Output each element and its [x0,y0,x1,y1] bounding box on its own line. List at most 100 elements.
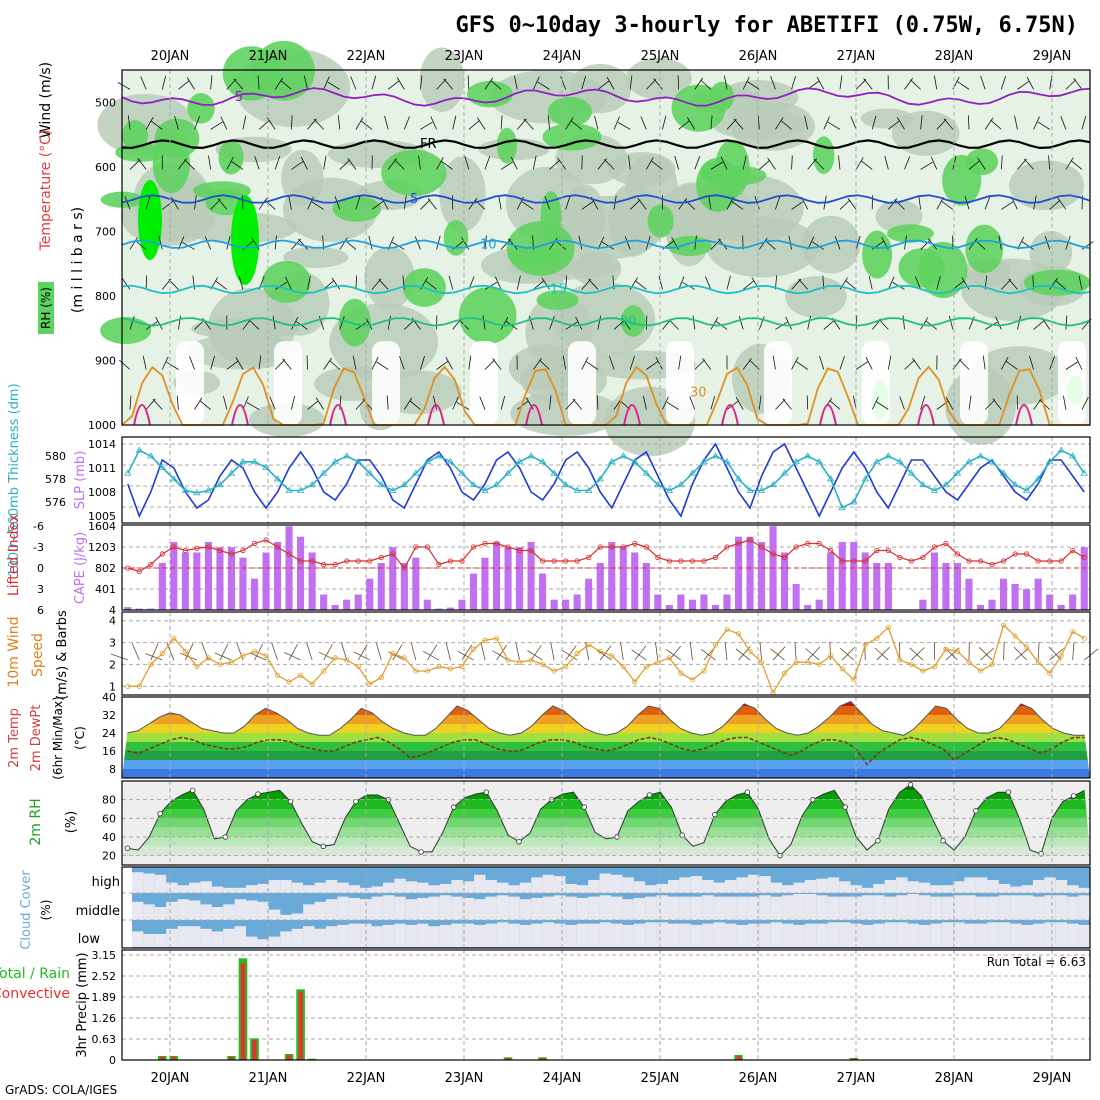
wind10m-marker [1024,644,1030,650]
wind10m-barb [631,649,647,661]
wind10m-marker [597,648,603,654]
wind10m-barb [700,648,716,661]
cape-bar [320,594,328,610]
wind10m-barb [492,650,509,661]
wind-barb [943,118,954,130]
wind-barb [1065,315,1068,330]
wind10m-marker [1012,633,1018,639]
cloud-clear-high [189,882,201,893]
wind-barb [303,75,308,90]
wind-barb [823,319,835,330]
cape-bar [343,599,351,610]
rh-blob-green [496,127,517,164]
wind10m-marker [758,659,765,665]
wind-barb [628,155,631,170]
thickness-marker [654,480,662,488]
cape-bar [988,599,996,610]
wind-barb [651,160,663,170]
wind-barb [1017,81,1030,90]
rh-line [127,784,1085,857]
wind-barb [339,159,351,170]
cloud-clear-low [371,926,383,947]
cloud-clear-low [439,924,452,947]
wind-barb [274,359,286,370]
wind-barb [581,201,594,210]
cloud-clear-middle [1010,895,1022,920]
cloud-clear-low [725,923,737,947]
wind-barb [804,115,809,130]
wind10m-barb [724,642,728,661]
x-tick-label-bottom: 26JAN [739,1071,778,1086]
precip-tick-label: 1.89 [92,991,117,1004]
thickness-marker [723,457,731,465]
wind10m-axis-label-1: 10m Wind [6,616,22,687]
wind-barb [742,280,755,290]
wind-barb [918,195,922,210]
rh-blob-green [154,118,200,159]
li-marker [1047,558,1053,564]
precip-tick-label: 0.63 [92,1033,117,1046]
li-marker [655,554,661,561]
cloud-clear-high [177,885,189,893]
cape-bar [262,552,270,610]
wind10m-barb [550,642,555,661]
cape-bar [758,542,766,610]
wind10m-marker [908,661,914,668]
thickness-marker [469,480,478,488]
cloud-clear-low [1044,922,1056,947]
x-tick-label-bottom: 27JAN [837,1071,876,1086]
wind10m-barb [841,646,855,661]
wind10m-marker [470,646,477,652]
cloud-clear-high [348,885,361,893]
cape-bar [608,542,616,610]
wind10m-barb [655,642,659,661]
wind-barb [767,157,776,170]
wind10m-barb [271,642,278,661]
panel-frame [121,436,1091,524]
cloud-clear-high [827,877,840,893]
thickness-tick-label: 580 [45,450,66,463]
cloud-clear-high [132,872,144,893]
cloud-clear-high [679,877,691,893]
rh-dry-column [960,341,988,425]
li-tick-label: -3 [33,541,44,554]
wind-barb [403,397,413,410]
wind-barb [684,199,696,210]
li-marker [839,558,845,564]
wind10m-barb [561,649,578,661]
thickness-marker [561,480,570,488]
wind-barb [1017,315,1021,330]
x-tick-label-top: 23JAN [445,49,484,64]
cloud-clear-low [177,926,189,947]
wind-barb [1014,115,1018,130]
cloud-clear-high [964,877,976,893]
cloud-clear-high [234,887,246,893]
li-marker [1058,558,1064,564]
wind10m-barb [214,652,232,661]
wind-barb [1075,356,1083,370]
cloud-clear-high [1021,885,1033,893]
wind-barb [565,117,574,130]
wind-barb [479,396,486,410]
wind-barb [865,356,873,370]
wind-barb [490,79,502,90]
rh-blob-green [942,154,982,206]
wind-barb [562,355,567,370]
wind-barb [791,201,804,210]
rh-axis-label: RH (%) [39,287,53,329]
wind-barb [1081,396,1089,410]
cloud-clear-middle [850,896,862,920]
cloud-clear-middle [223,904,235,920]
cloud-clear-low [508,923,520,947]
contour-label: 30 [690,386,707,401]
cloud-clear-low [816,923,828,947]
wind-barb [347,157,357,170]
cloud-clear-high [337,882,349,893]
thickness-marker [1057,446,1065,453]
wind-barb [798,278,808,290]
cloud-clear-middle [246,900,258,920]
wind10m-marker [966,659,972,665]
wind10m-barb [1083,648,1099,661]
rh-blob-green [467,80,513,108]
wind-barb [1049,356,1055,370]
